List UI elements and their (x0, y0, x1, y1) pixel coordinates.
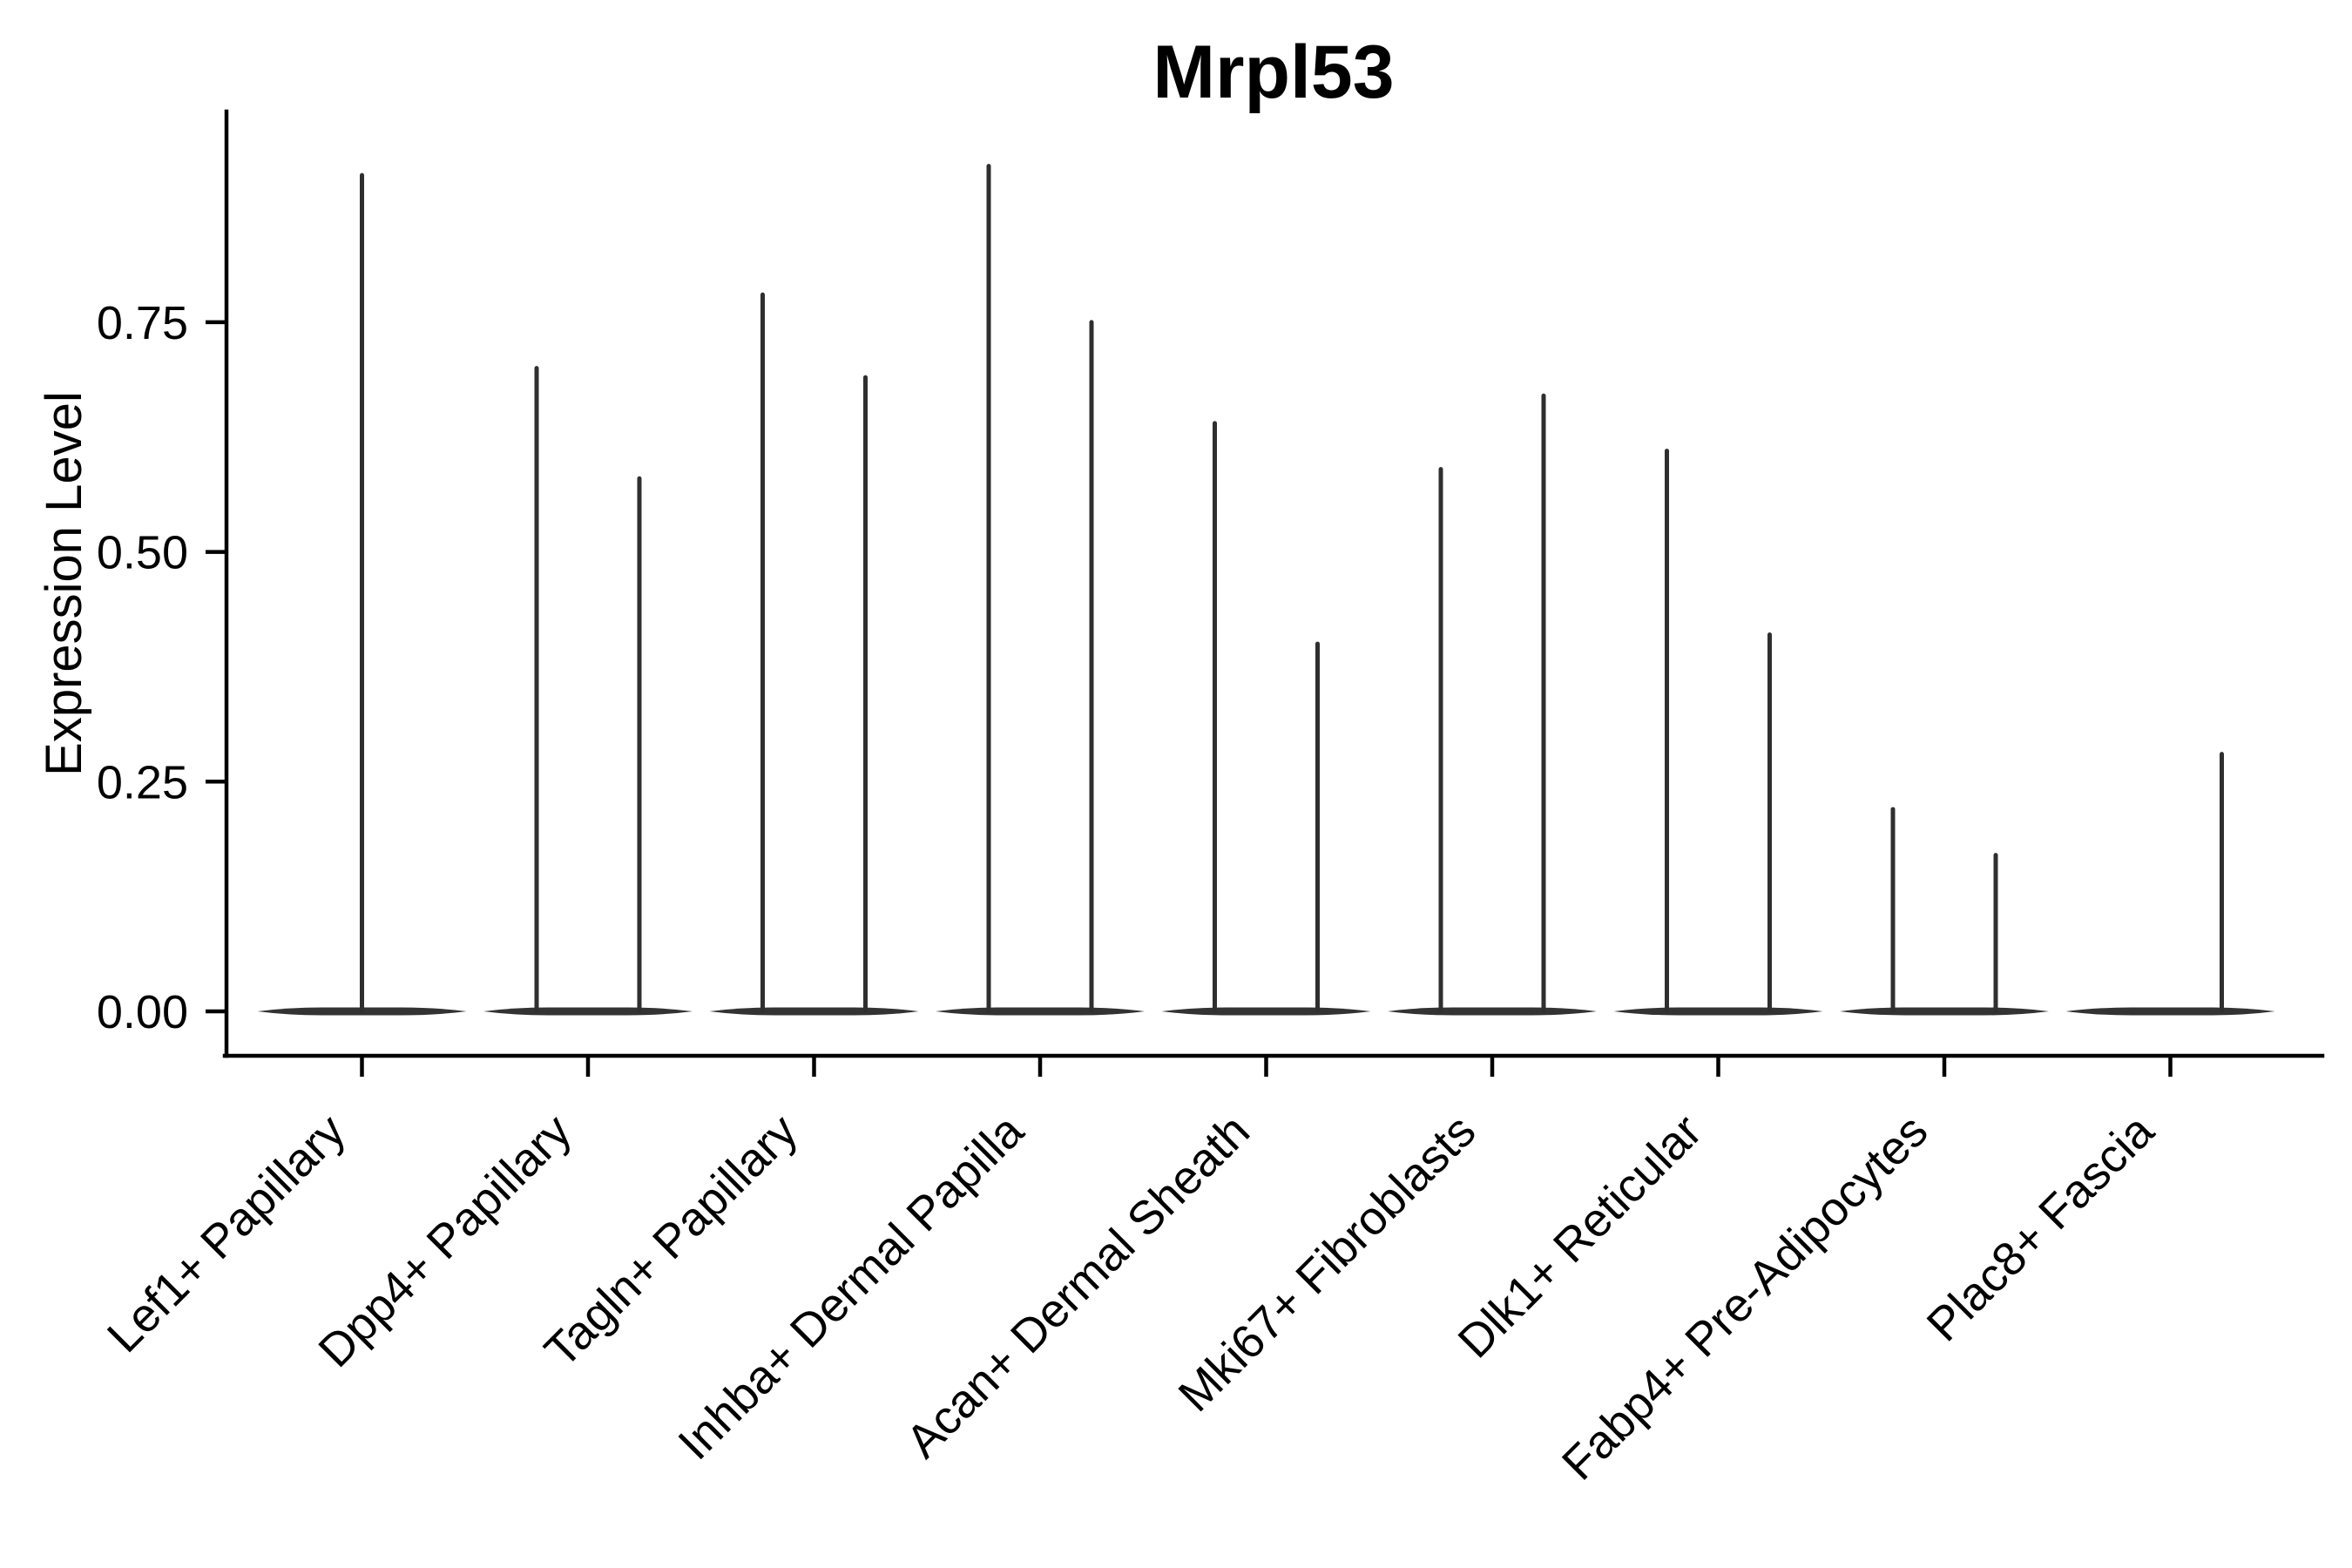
y-tick-label: 0.50 (97, 527, 188, 579)
violin-base (1613, 1007, 1823, 1016)
violin-base (1161, 1007, 1371, 1016)
violin-base (2065, 1007, 2275, 1016)
violins (257, 164, 2275, 1016)
violin-base (483, 1007, 693, 1016)
y-axis-label: Expression Level (36, 391, 92, 776)
violin-base (936, 1007, 1145, 1016)
x-category-label: Fabp4+ Pre-Adipocytes (1552, 1105, 1938, 1490)
chart-title: Mrpl53 (1152, 30, 1394, 114)
x-category-label: Lef1+ Papillary (98, 1105, 355, 1362)
violin-base (709, 1007, 919, 1016)
x-category-label: Plac8+ Fascia (1917, 1104, 2165, 1351)
y-tick-label: 0.75 (97, 297, 188, 349)
violin-base (1388, 1007, 1597, 1016)
x-category-label: Dlk1+ Reticular (1449, 1105, 1712, 1368)
y-tick-label: 0.25 (97, 756, 188, 808)
violin-base (1840, 1007, 2049, 1016)
y-tick-label: 0.00 (97, 986, 188, 1038)
y-axis-ticks: 0.00 0.25 0.50 0.75 (97, 297, 225, 1038)
x-axis-ticks (360, 1058, 2173, 1077)
